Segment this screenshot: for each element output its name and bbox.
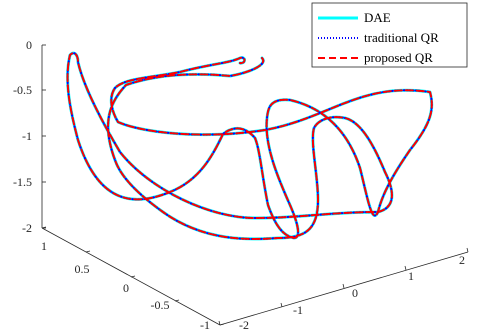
y-tick-marks [218,247,469,326]
x-tick-label: 0 [123,281,129,295]
legend-label-traditional-qr: traditional QR [364,30,439,45]
legend-label-dae: DAE [364,10,391,25]
legend-box [311,2,468,68]
z-tick-label: -0.5 [13,83,32,97]
series-line-dae [66,51,434,241]
y-axis-line [219,251,469,326]
legend-entry-traditional-qr: traditional QR [318,30,439,45]
x-tick-label: 1 [41,239,47,253]
x-tick-mark [41,226,47,229]
z-tick-marks [42,44,46,229]
z-tick-label: 0 [26,38,32,52]
y-tick-mark [466,247,469,253]
x-tick-mark [219,323,225,326]
legend: DAE traditional QR proposed QR [311,2,468,68]
x-tick-labels: 1 0.5 0 -0.5 -1 [41,239,210,332]
y-tick-labels: -2 -1 0 1 2 [239,253,465,332]
x-tick-label: -0.5 [151,298,170,312]
y-tick-label: -1 [293,303,303,317]
x-tick-mark [174,299,180,302]
y-tick-mark [218,320,221,326]
x-tick-label: 0.5 [75,262,90,276]
y-tick-mark [404,265,407,271]
y-tick-label: -2 [239,318,249,332]
z-tick-labels: 0 -0.5 -1 -1.5 -2 [13,38,32,235]
z-tick-label: -2 [22,221,32,235]
x-tick-marks [41,226,225,326]
legend-entry-dae: DAE [318,10,391,25]
x-tick-mark [85,250,91,253]
x-tick-mark [130,275,136,278]
y-tick-label: 0 [352,286,358,300]
y-tick-label: 2 [459,253,465,267]
z-tick-label: -1 [22,129,32,143]
axes [41,45,469,326]
x-tick-label: -1 [200,318,210,332]
y-tick-label: 1 [408,269,414,283]
z-tick-label: -1.5 [13,175,32,189]
legend-label-proposed-qr: proposed QR [364,50,433,65]
x-axis-line [41,227,221,326]
y-tick-mark [280,302,283,308]
series-line-proposed-qr [66,52,433,240]
y-tick-mark [342,283,345,289]
trajectory-curves [66,51,434,241]
legend-entry-proposed-qr: proposed QR [318,50,433,65]
